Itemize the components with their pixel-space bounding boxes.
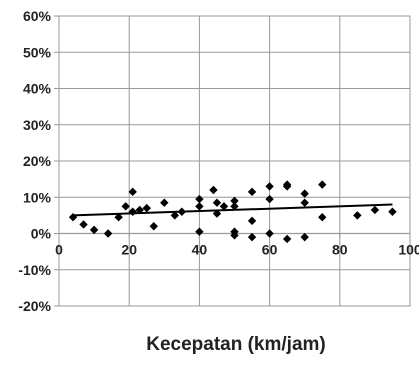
tick-labels: 60% 50% 40% 30% 20% 10% 0% -10% -20% 0 20 40 60 80 100 — [18, 8, 419, 314]
data-point-marker — [114, 212, 123, 222]
data-points — [68, 180, 397, 244]
data-point-marker — [282, 234, 292, 244]
data-point-marker — [195, 194, 204, 204]
y-tick-label: -10% — [18, 262, 51, 278]
data-point-marker — [212, 198, 222, 207]
data-point-marker — [247, 232, 257, 242]
data-point-marker — [121, 202, 130, 211]
data-point-marker — [128, 207, 137, 216]
trendline-layer — [73, 203, 393, 217]
data-point-marker — [209, 185, 218, 195]
data-point-marker — [300, 189, 309, 198]
data-point-marker — [265, 182, 274, 191]
y-tick-label: 40% — [23, 81, 52, 97]
gridlines — [59, 15, 411, 307]
data-point-marker — [247, 216, 257, 226]
y-tick-label: 50% — [23, 44, 52, 60]
y-tick-label: 60% — [23, 8, 52, 24]
data-point-marker — [353, 211, 362, 220]
data-point-marker — [219, 202, 229, 211]
x-tick-label: 0 — [55, 242, 63, 258]
y-tick-label: 30% — [23, 117, 52, 133]
x-tick-label: 80 — [332, 242, 348, 258]
data-point-marker — [149, 222, 158, 231]
data-point-marker — [388, 207, 397, 216]
data-point-marker — [318, 212, 327, 222]
data-point-marker — [142, 203, 151, 213]
data-point-marker — [230, 196, 239, 206]
data-point-marker — [212, 209, 222, 218]
data-point-marker — [135, 205, 144, 215]
data-point-marker — [170, 211, 180, 220]
x-tick-label: 40 — [192, 242, 208, 258]
data-point-marker — [300, 232, 309, 242]
data-point-marker — [247, 187, 257, 197]
y-tick-label: 0% — [31, 226, 52, 242]
data-point-marker — [89, 225, 99, 235]
x-axis-title: Kecepatan (km/jam) — [146, 334, 326, 355]
data-point-marker — [230, 231, 239, 240]
data-point-marker — [370, 205, 380, 215]
x-tick-label: 20 — [121, 242, 137, 258]
x-tick-label: 60 — [262, 242, 278, 258]
data-point-marker — [230, 202, 239, 211]
data-point-marker — [103, 229, 113, 238]
data-point-marker — [79, 220, 88, 229]
x-tick-label: 100 — [398, 242, 419, 258]
y-tick-label: 10% — [23, 189, 52, 205]
data-point-marker — [128, 187, 137, 197]
data-point-marker — [195, 202, 204, 211]
data-point-marker — [195, 227, 204, 236]
data-point-marker — [68, 212, 78, 222]
data-point-marker — [318, 180, 327, 189]
y-tick-label: -20% — [18, 298, 51, 314]
data-point-marker — [265, 229, 274, 238]
data-point-marker — [177, 207, 187, 216]
data-point-marker — [265, 194, 274, 204]
trendline — [73, 203, 393, 217]
data-point-marker — [160, 198, 169, 207]
y-tick-label: 20% — [23, 153, 52, 169]
data-point-marker — [300, 198, 309, 207]
data-point-marker — [282, 182, 292, 191]
